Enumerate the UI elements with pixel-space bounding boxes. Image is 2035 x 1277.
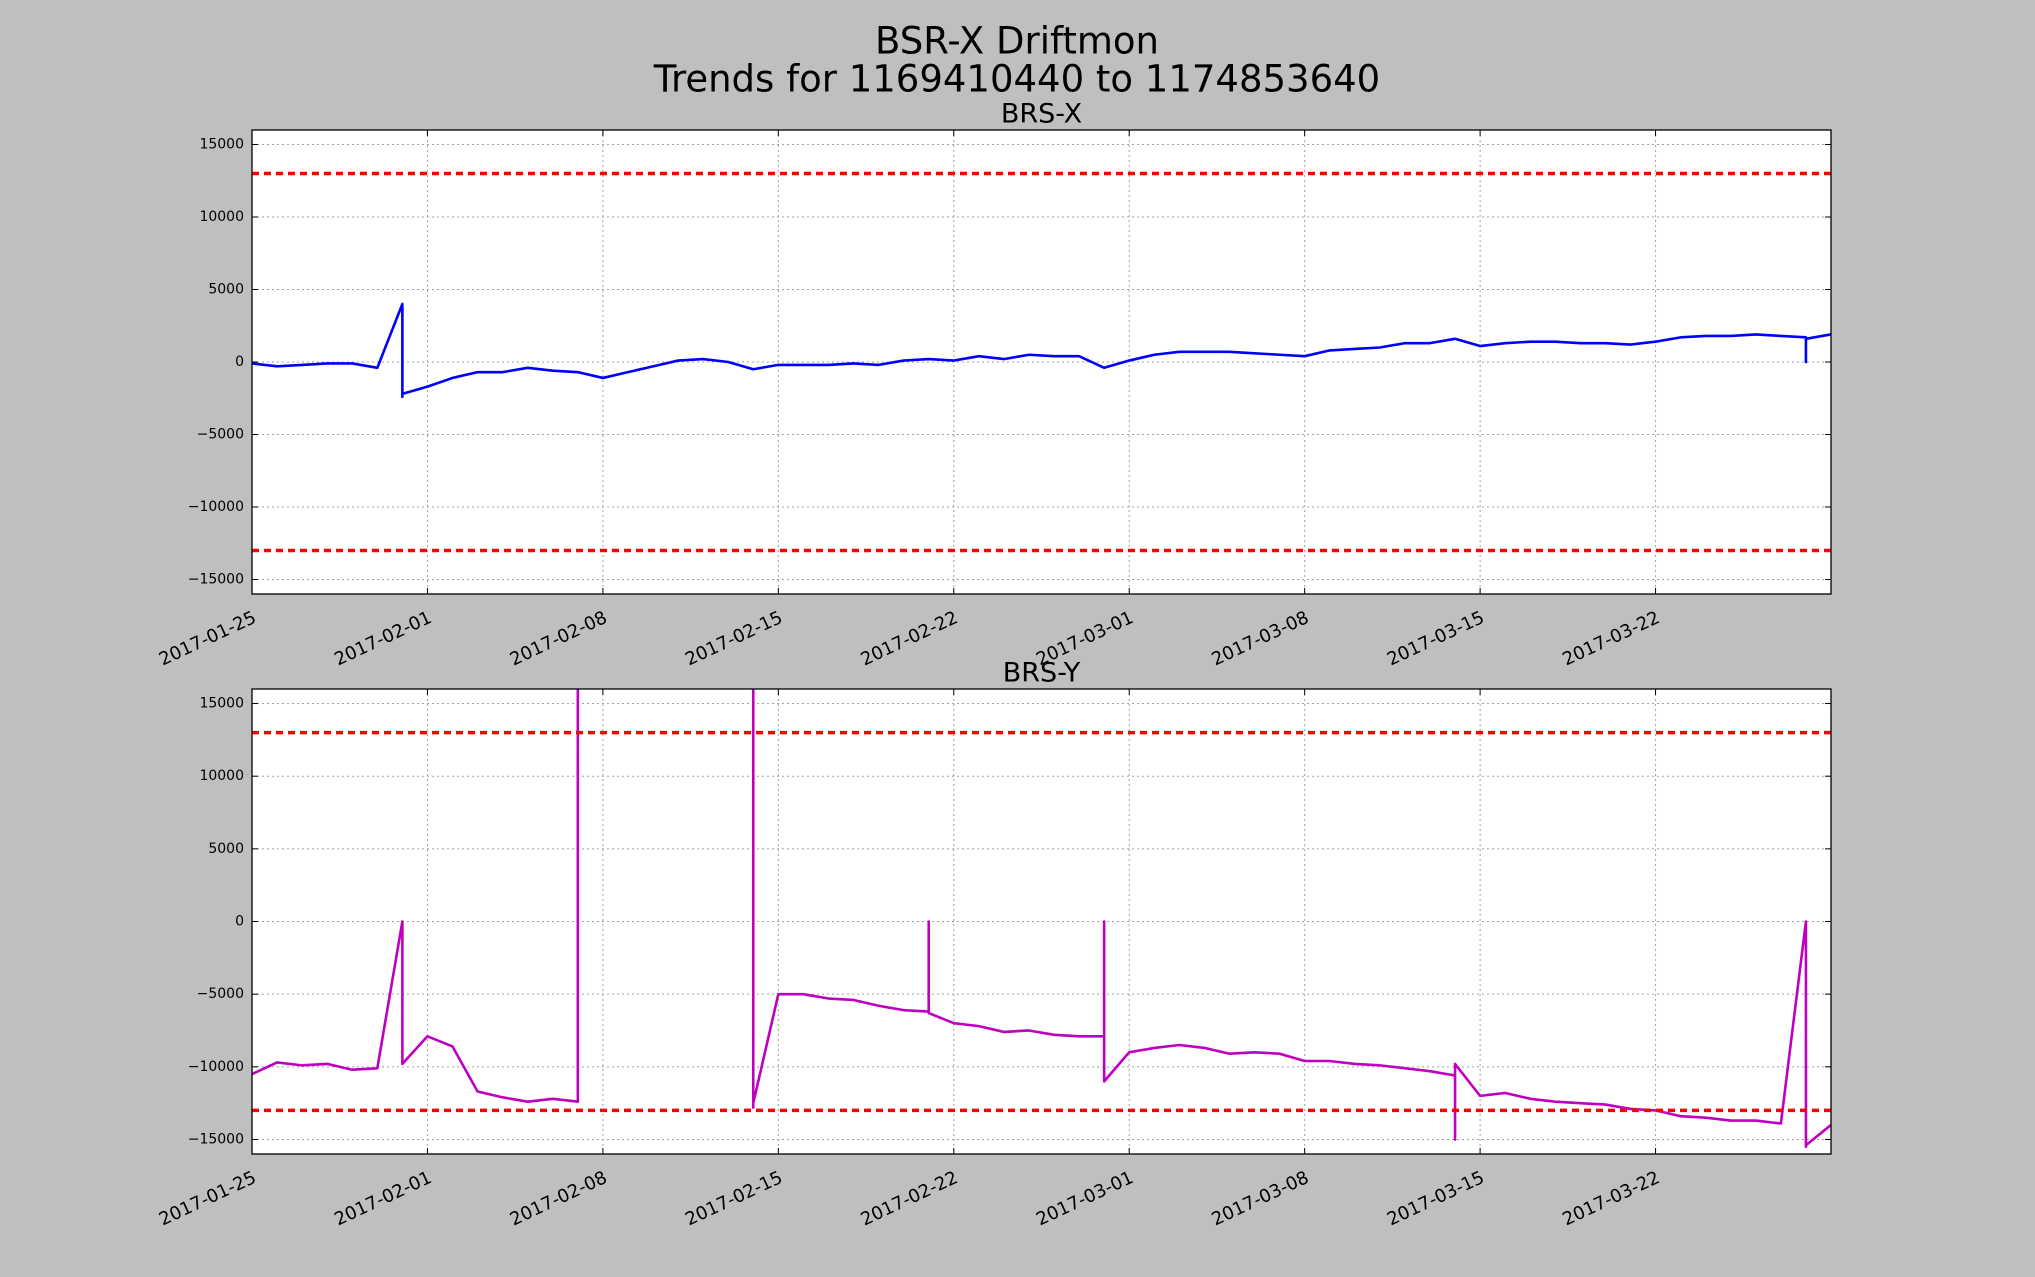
figure-title: BSR-X Driftmon (875, 20, 1159, 63)
y-tick-label: −15000 (188, 1131, 244, 1147)
plot-frame (251, 688, 1832, 1155)
y-tick-label: 0 (235, 354, 244, 370)
y-tick-label: 15000 (199, 696, 244, 712)
y-tick-label: −5000 (197, 427, 244, 443)
y-tick-label: −10000 (188, 499, 244, 515)
y-tick-label: −15000 (188, 572, 244, 588)
y-tick-label: 5000 (208, 841, 244, 857)
plot-content (252, 171, 1831, 553)
figure-subtitle: Trends for 1169410440 to 1174853640 (653, 58, 1380, 101)
y-tick-label: 10000 (199, 209, 244, 225)
data-line (252, 689, 1831, 1149)
subplot-title: BRS-Y (1003, 658, 1081, 689)
plot-content (252, 689, 1831, 1149)
subplot-title: BRS-X (1001, 99, 1082, 130)
y-tick-label: 15000 (199, 137, 244, 153)
y-tick-label: 0 (235, 914, 244, 930)
y-tick-label: 10000 (199, 768, 244, 784)
y-tick-label: −5000 (197, 986, 244, 1002)
y-tick-label: −10000 (188, 1059, 244, 1075)
y-tick-label: 5000 (208, 282, 244, 298)
plot-frame (251, 129, 1832, 595)
data-line (252, 302, 1831, 399)
